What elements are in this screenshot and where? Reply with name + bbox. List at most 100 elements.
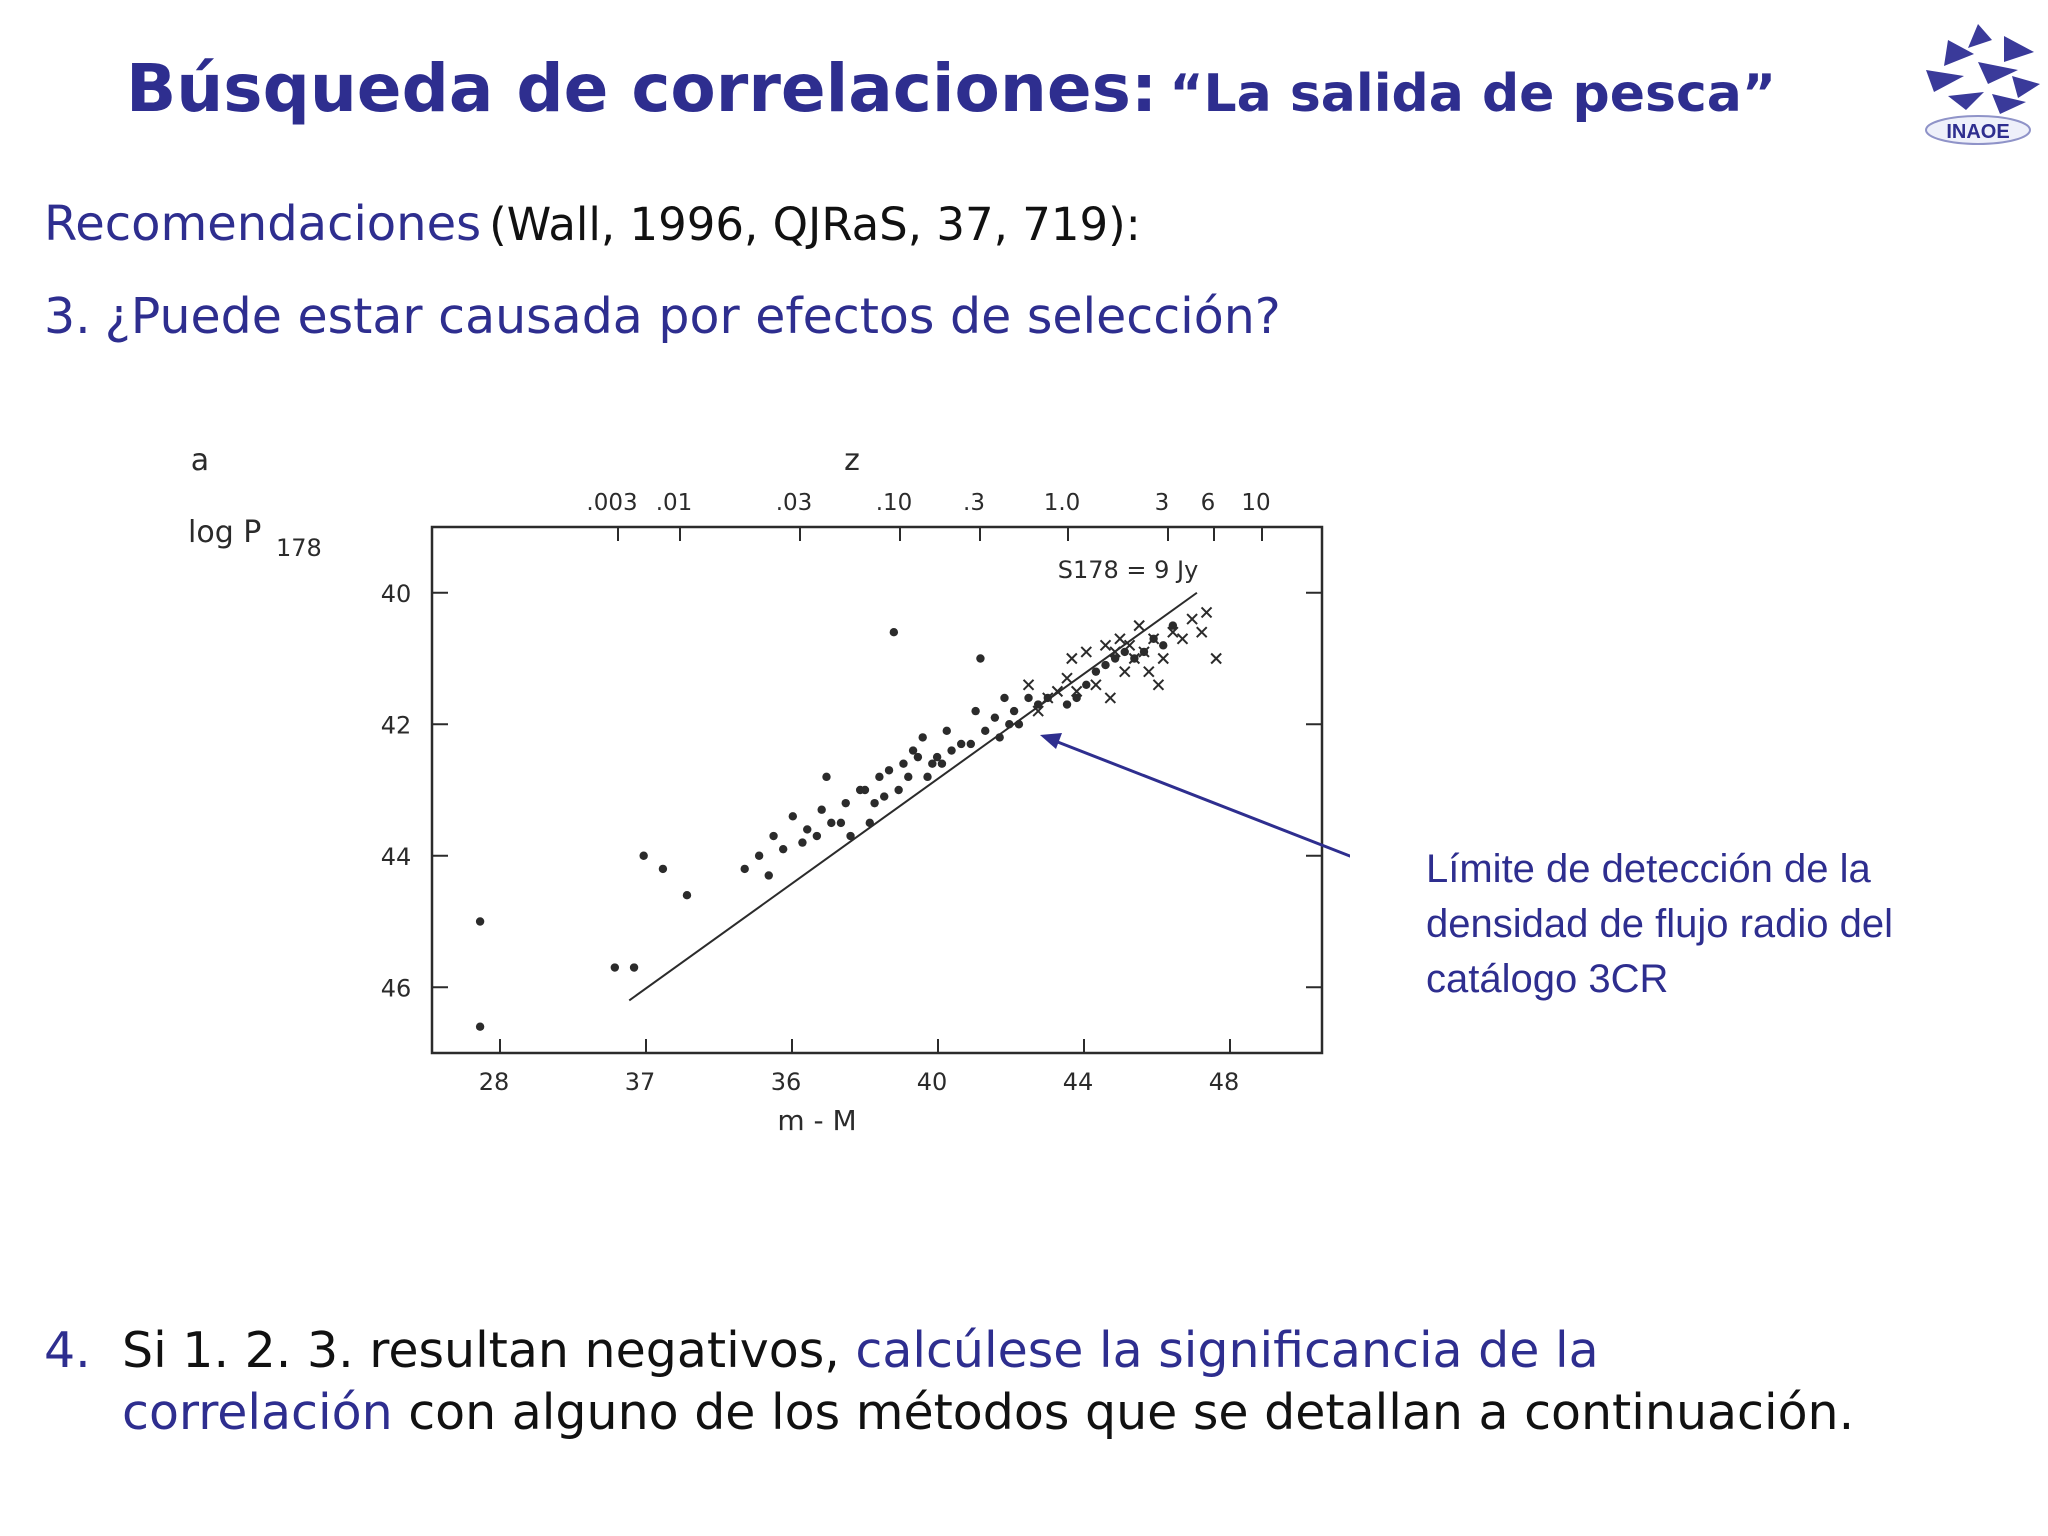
x-tick-label: 48 — [1209, 1068, 1240, 1096]
y-tick-label: 44 — [381, 843, 412, 871]
data-point-dot — [981, 726, 990, 736]
top-tick-label: .03 — [776, 490, 813, 516]
x-axis-label: m - M — [777, 1104, 856, 1137]
data-point-cross — [1051, 685, 1064, 698]
data-point-dot — [798, 838, 807, 847]
data-point-cross — [1099, 639, 1112, 652]
data-point-cross — [1032, 705, 1044, 717]
logo-text: INAOE — [1946, 121, 2009, 143]
y-axis-label-subscript: 178 — [276, 534, 322, 562]
data-point-dot — [817, 805, 826, 814]
data-point-dot — [827, 818, 836, 828]
data-point-cross — [1119, 665, 1131, 678]
x-tick-label: 28 — [479, 1068, 510, 1096]
data-point-cross — [1109, 646, 1121, 658]
data-point-cross — [1200, 606, 1213, 619]
data-point-dot — [937, 759, 947, 768]
data-point-cross — [1080, 646, 1092, 658]
data-point-cross — [1061, 672, 1073, 684]
data-point-dot — [1072, 693, 1081, 703]
data-point-dot — [913, 752, 923, 762]
data-point-dot — [846, 831, 855, 841]
data-point-dot — [918, 733, 927, 742]
inaoe-logo: INAOE — [1925, 24, 2040, 145]
y-tick-label: 46 — [381, 974, 412, 1002]
item3-number: 3. — [44, 288, 91, 345]
data-point-dot — [870, 798, 879, 808]
data-point-dot — [658, 864, 668, 874]
data-point-cross — [1123, 639, 1136, 652]
data-point-dot — [1159, 641, 1168, 650]
detection-limit-line — [628, 591, 1198, 1002]
data-point-cross — [1167, 626, 1179, 638]
data-point-dot — [629, 963, 639, 972]
data-point-dot — [990, 713, 1000, 722]
data-point-dot — [1005, 720, 1014, 729]
data-point-dot — [1014, 720, 1024, 729]
data-point-dot — [880, 792, 889, 801]
detection-limit-annotation: Límite de detección de la densidad de fl… — [1426, 847, 1894, 1001]
data-point-dot — [1101, 660, 1110, 670]
limit-line-label: S178 = 9 Jy — [1058, 556, 1199, 584]
recommendations-reference: (Wall, 1996, QJRaS, 37, 719): — [489, 198, 1141, 251]
data-point-dot — [639, 851, 648, 860]
data-point-dot — [889, 628, 899, 637]
data-point-dot — [1082, 680, 1091, 689]
data-point-cross — [1104, 692, 1117, 704]
slide-title: Búsqueda de correlaciones: “La salida de … — [126, 50, 1776, 127]
data-point-dot — [788, 812, 798, 821]
data-point-dot — [754, 851, 764, 860]
plot-frame — [430, 525, 1324, 1055]
data-point-dot — [1110, 654, 1120, 663]
data-point-dot — [610, 963, 620, 972]
data-point-dot — [740, 864, 749, 874]
top-tick-label: .3 — [963, 490, 985, 516]
y-axis-label: log P — [188, 515, 261, 550]
item4-part4: con alguno de los métodos que se detalla… — [408, 1384, 1855, 1441]
list-item-4: 4. Si 1. 2. 3. resultan negativos, calcúl… — [44, 1320, 2004, 1444]
data-point-cross — [1114, 633, 1126, 645]
top-tick-label: 1.0 — [1044, 490, 1081, 516]
item4-part1: Si 1. 2. 3. resultan negativos, — [122, 1322, 840, 1379]
data-point-cross — [1186, 613, 1198, 625]
recommendations-line: Recomendaciones (Wall, 1996, QJRaS, 37, 7… — [44, 196, 1141, 252]
data-point-dot — [1091, 667, 1101, 676]
data-point-dot — [803, 825, 812, 834]
data-point-cross — [1143, 665, 1155, 678]
data-point-cross — [1152, 679, 1165, 691]
top-tick-label: 10 — [1241, 490, 1270, 516]
data-point-dot — [1033, 700, 1043, 709]
data-point-dot — [475, 1022, 485, 1031]
data-point-dot — [971, 706, 980, 716]
item4-part3: correlación — [122, 1384, 393, 1441]
data-point-dot — [928, 759, 937, 768]
data-point-cross — [1128, 652, 1141, 665]
data-point-dot — [1000, 693, 1009, 703]
list-item-3: 3. ¿Puede estar causada por efectos de se… — [44, 288, 1281, 345]
x-tick-label: 37 — [625, 1068, 656, 1096]
data-point-cross — [1070, 685, 1083, 698]
data-point-dot — [1062, 700, 1072, 709]
data-point-cross — [1066, 652, 1078, 665]
data-point-dot — [884, 766, 894, 775]
data-point-dot — [822, 772, 831, 782]
x-tick-label: 40 — [917, 1068, 948, 1096]
data-point-dot — [875, 772, 884, 782]
data-point-cross — [1157, 652, 1169, 665]
y-tick-label: 40 — [381, 580, 412, 608]
y-tick-label: 42 — [381, 711, 412, 739]
recommendations-label: Recomendaciones — [44, 196, 482, 252]
data-point-dot — [1120, 647, 1129, 657]
data-point-dot — [899, 759, 908, 768]
x-tick-label: 44 — [1063, 1068, 1094, 1096]
data-point-dot — [947, 746, 956, 755]
data-point-dot — [904, 772, 913, 782]
item4-part2: calcúlese la significancia de la — [855, 1322, 1599, 1379]
title-subtitle: “La salida de pesca” — [1169, 64, 1777, 124]
data-point-dot — [682, 891, 692, 900]
annotation-arrow-head — [1040, 733, 1062, 749]
data-point-dot — [1009, 706, 1019, 716]
data-point-cross — [1022, 679, 1035, 691]
data-point-cross — [1133, 619, 1145, 632]
